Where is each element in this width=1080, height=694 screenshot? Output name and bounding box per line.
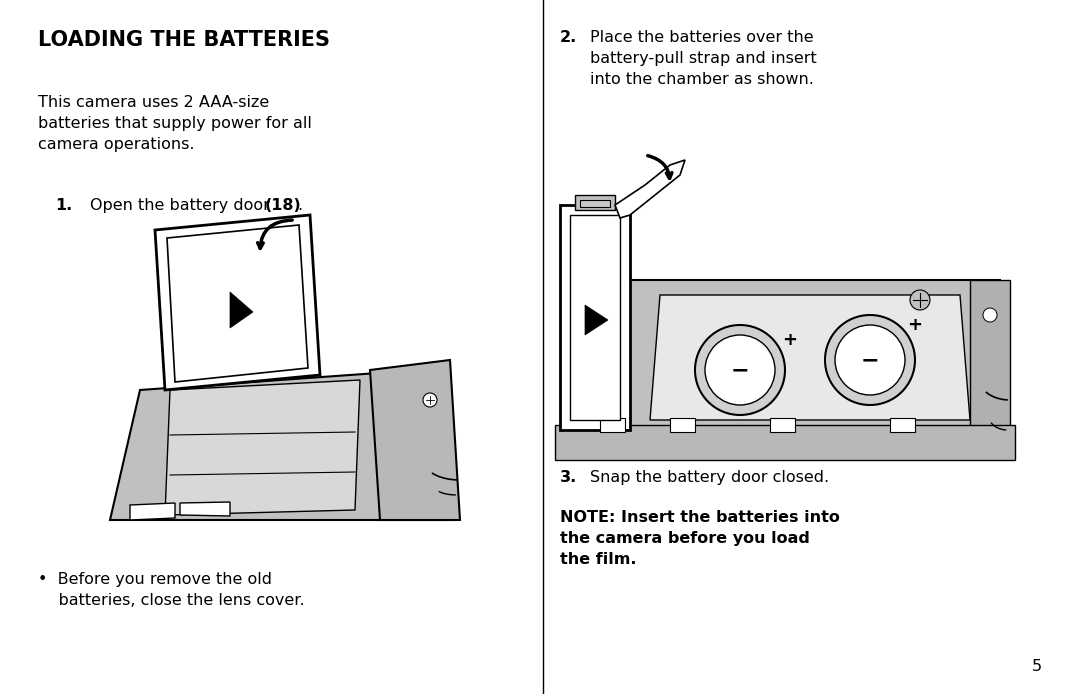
Text: (18): (18) [265, 198, 301, 213]
Polygon shape [555, 425, 1015, 460]
Polygon shape [585, 305, 608, 335]
Text: Snap the battery door closed.: Snap the battery door closed. [590, 470, 829, 485]
Polygon shape [130, 503, 175, 520]
Circle shape [696, 325, 785, 415]
Polygon shape [770, 418, 795, 432]
Polygon shape [580, 280, 1010, 430]
Text: .: . [297, 198, 302, 213]
Circle shape [835, 325, 905, 395]
Text: 3.: 3. [561, 470, 577, 485]
Text: Open the battery door: Open the battery door [90, 198, 275, 213]
Text: LOADING THE BATTERIES: LOADING THE BATTERIES [38, 30, 330, 50]
Polygon shape [600, 418, 625, 432]
Polygon shape [561, 205, 630, 430]
Polygon shape [167, 225, 308, 382]
Circle shape [825, 315, 915, 405]
Text: 5: 5 [1031, 659, 1042, 674]
Text: •  Before you remove the old
    batteries, close the lens cover.: • Before you remove the old batteries, c… [38, 572, 305, 608]
Text: +: + [907, 316, 922, 334]
Polygon shape [156, 215, 320, 390]
Text: This camera uses 2 AAA-size
batteries that supply power for all
camera operation: This camera uses 2 AAA-size batteries th… [38, 95, 312, 152]
Polygon shape [180, 502, 230, 516]
Polygon shape [970, 280, 1010, 430]
Circle shape [983, 308, 997, 322]
Text: 1.: 1. [55, 198, 72, 213]
Text: +: + [783, 331, 797, 349]
Polygon shape [110, 370, 450, 520]
Polygon shape [230, 292, 253, 328]
Polygon shape [570, 215, 620, 420]
Text: NOTE: Insert the batteries into
the camera before you load
the film.: NOTE: Insert the batteries into the came… [561, 510, 840, 567]
Text: −: − [861, 350, 879, 370]
Circle shape [910, 290, 930, 310]
Text: 2.: 2. [561, 30, 577, 45]
Polygon shape [615, 160, 685, 218]
Text: −: − [731, 360, 750, 380]
Circle shape [423, 393, 437, 407]
Polygon shape [165, 380, 360, 515]
Polygon shape [890, 418, 915, 432]
Polygon shape [580, 200, 610, 207]
Polygon shape [575, 195, 615, 210]
Polygon shape [670, 418, 696, 432]
Polygon shape [370, 360, 460, 520]
Circle shape [705, 335, 775, 405]
Text: Place the batteries over the
battery-pull strap and insert
into the chamber as s: Place the batteries over the battery-pul… [590, 30, 816, 87]
Polygon shape [650, 295, 970, 420]
